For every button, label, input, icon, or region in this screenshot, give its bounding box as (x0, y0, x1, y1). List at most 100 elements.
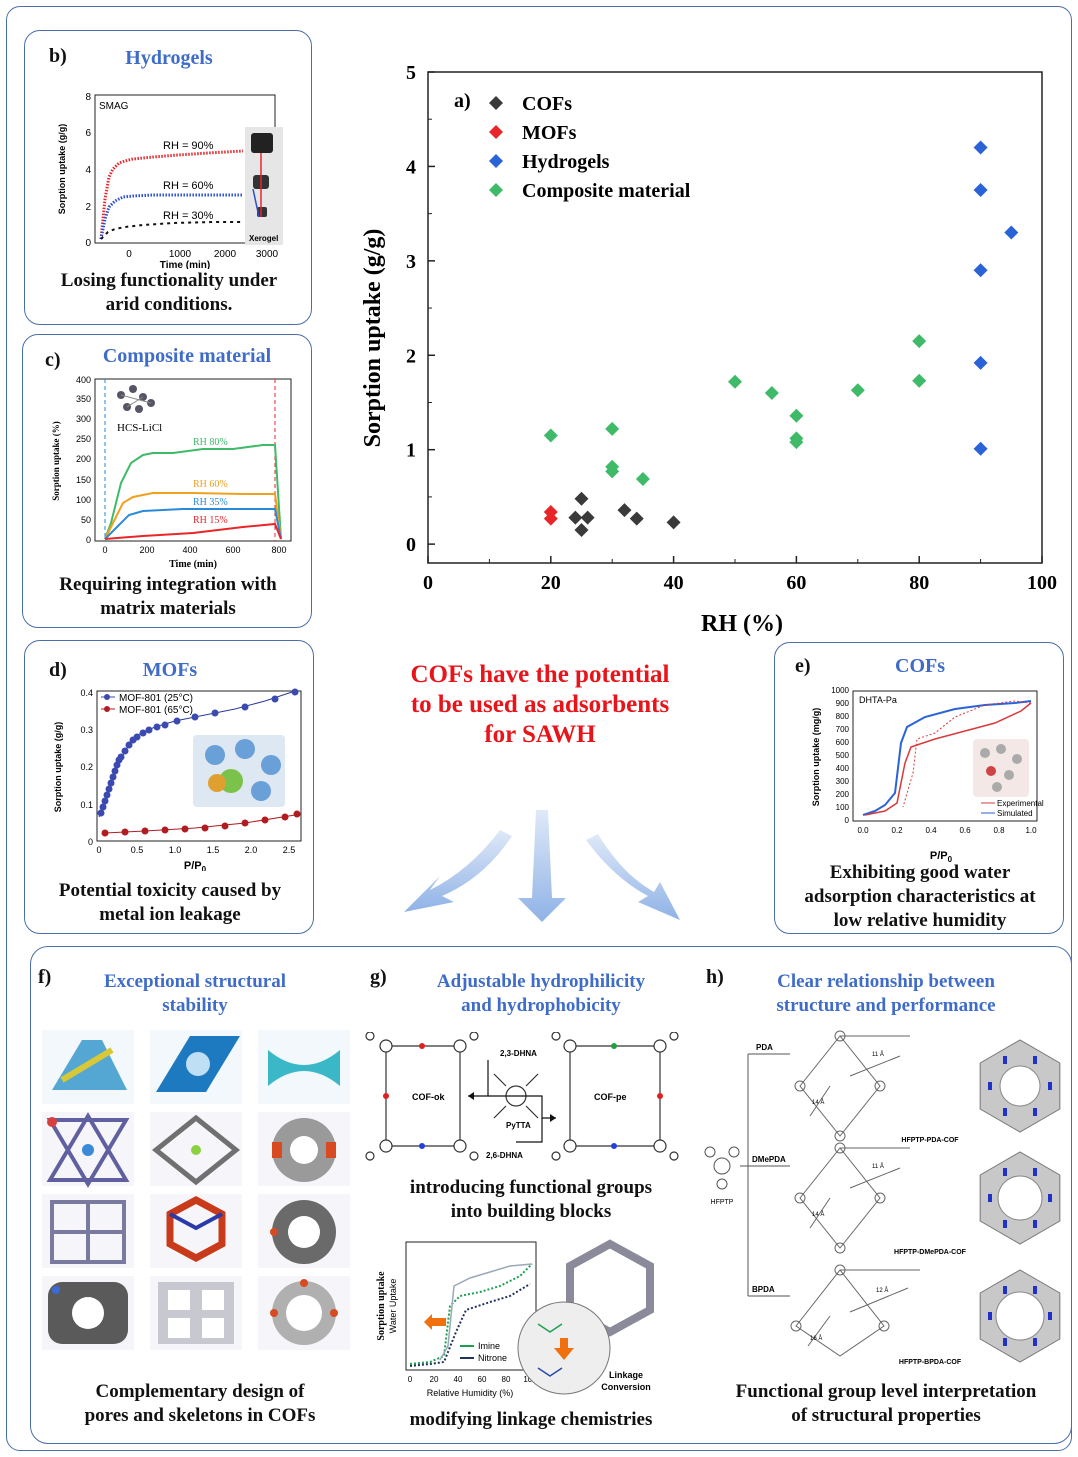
panel-d-title: MOFs (142, 659, 198, 681)
marker-25c (125, 741, 133, 749)
panel-e-cofs: e) COFs DHTA-Pa Experimental Simulated 0… (774, 642, 1064, 934)
marker-25c (117, 753, 125, 761)
data-point-composite-material (850, 383, 865, 398)
data-point-composite-material (728, 374, 742, 389)
data-point-cofs (568, 510, 583, 525)
data-point-composite-material (605, 464, 620, 479)
panel-d-markers-25 (97, 688, 299, 817)
panel-c-curve-60 (104, 492, 282, 540)
panel-d-series-25: MOF-801 (25°C) (119, 693, 193, 704)
pytta-label: PyTTA (506, 1121, 531, 1130)
panel-c-curve-35 (104, 508, 282, 540)
panel-label-d: d) (49, 659, 67, 681)
mof-structure-icon (193, 735, 285, 807)
panel-f-title-line-1: Exceptional structural (103, 971, 287, 992)
marker-65c (241, 819, 249, 827)
panel-c-xlabel: Time (min) (169, 559, 217, 570)
plot-frame (427, 71, 1043, 564)
y-tick-label: 5 (406, 62, 416, 84)
panel-c-xtick-2: 400 (182, 545, 197, 555)
marker-25c (161, 721, 169, 729)
panel-b-tag: SMAG (99, 101, 129, 112)
panel-g-title-line-2: and hydrophobicity (461, 995, 621, 1016)
marker-25c (139, 729, 147, 737)
panel-b-photo-label: Xerogel (249, 234, 278, 243)
panel-f-caption-line-1: Complementary design of (95, 1381, 305, 1402)
dist-dmepda-2: 14 Å (812, 1211, 824, 1218)
marker-25c (105, 785, 113, 793)
main-scatter-chart: 0 20 40 60 80 100 0 1 2 3 4 5 COFs MOFs Hydrogels Comp… (360, 62, 1057, 637)
legend-label: Hydrogels (522, 151, 610, 173)
cof-thumbnail (42, 1112, 134, 1188)
panel-g-xtick-0: 0 (408, 1375, 413, 1384)
marker-65c (141, 827, 149, 835)
cof-thumbnail (258, 1112, 350, 1186)
panel-e-ylabel: Sorption uptake (mg/g) (811, 708, 821, 807)
panel-c-curve-15 (104, 522, 282, 540)
panel-e-ytick-0: 0 (845, 816, 850, 825)
panel-h-structure-performance: h) Clear relationship between structure … (700, 946, 1072, 1444)
panel-c-ylabel: Sorption uptake (%) (51, 421, 61, 501)
panel-e-ytick-3: 300 (836, 777, 850, 786)
marker-25c (101, 797, 109, 805)
central-message-line-2: to be used as adsorbents (410, 691, 670, 718)
panel-e-chart: DHTA-Pa Experimental Simulated 0 100 200… (811, 686, 1044, 863)
panel-e-ytick-2: 200 (836, 790, 850, 799)
data-point-mofs (543, 511, 558, 526)
hcs-licl-icon (117, 385, 155, 413)
cof-pe-label: COF-pe (594, 1092, 627, 1102)
panel-h-scheme: HFPTP PDA DMePDA BPDA 11 Å 14 Å HFPTP-PD… (704, 1030, 1061, 1366)
panel-e-caption-line-3: low relative humidity (833, 910, 1007, 931)
panel-b-xtick-1: 1000 (169, 249, 192, 260)
panel-c-title: Composite material (102, 345, 272, 367)
marker-25c (133, 733, 141, 741)
marker-25c (241, 703, 249, 711)
data-point-composite-material (912, 334, 927, 349)
panel-g-plot-xlabel: Relative Humidity (%) (427, 1388, 514, 1398)
dist-dmepda-1: 11 Å (872, 1163, 884, 1170)
panel-e-series-exp: Experimental (997, 799, 1044, 808)
panel-e-caption: Exhibiting good water adsorption charact… (775, 861, 1065, 933)
panel-c-caption-line-2: matrix materials (100, 598, 236, 619)
cof-lattice-dmepda (794, 1142, 910, 1254)
data-point-cofs (629, 511, 644, 526)
legend-marker (489, 183, 503, 197)
panel-c-series-60: RH 60% (193, 479, 228, 490)
cof-thumbnail (42, 1030, 134, 1104)
panel-label-g: g) (370, 966, 387, 988)
panel-d-caption-line-2: metal ion leakage (99, 904, 241, 925)
panel-c-ytick-2: 100 (76, 495, 91, 505)
panel-b-ytick-4: 8 (85, 92, 91, 103)
panel-c-series-80: RH 80% (193, 437, 228, 448)
y-tick-label: 0 (406, 534, 416, 556)
panel-e-title: COFs (895, 655, 945, 677)
panel-g-curve-imine-des (439, 1263, 533, 1361)
panel-f-caption-line-2: pores and skeletons in COFs (84, 1405, 316, 1426)
panel-b-series-60: RH = 60% (163, 180, 214, 192)
panel-e-xtick-5: 1.0 (1025, 826, 1037, 835)
panel-e-xtick-4: 0.8 (993, 826, 1005, 835)
x-tick-label: 100 (1027, 572, 1057, 594)
panel-b-caption-line-1: Losing functionality under (60, 270, 278, 291)
panel-g-caption-1-line-1: introducing functional groups (409, 1177, 653, 1198)
panel-e-curve-exp (864, 702, 1032, 816)
data-point-hydrogels (973, 183, 988, 198)
pore-model-icon (979, 1269, 1061, 1363)
panel-b-xtick-3: 3000 (256, 249, 279, 260)
panel-g-xtick-4: 80 (502, 1375, 511, 1384)
data-point-composite-material (912, 373, 927, 388)
central-message-line-1: COFs have the potential (410, 661, 670, 688)
panel-g-xtick-3: 60 (478, 1375, 487, 1384)
panel-d-ytick-1: 0.1 (80, 800, 93, 810)
dist-pda-1: 11 Å (872, 1051, 884, 1058)
panel-g-legend-imine: Imine (478, 1341, 500, 1351)
linker-dmepda: DMePDA (752, 1155, 786, 1164)
panel-d-xtick-2: 1.0 (169, 845, 182, 855)
marker-25c (103, 791, 111, 799)
marker-25c (145, 726, 153, 734)
data-point-hydrogels (973, 140, 988, 155)
panel-label-c: c) (45, 349, 61, 371)
cof-lattice-bpda (790, 1264, 920, 1357)
panel-label-e: e) (795, 655, 811, 677)
arrow-left-icon (404, 830, 512, 912)
